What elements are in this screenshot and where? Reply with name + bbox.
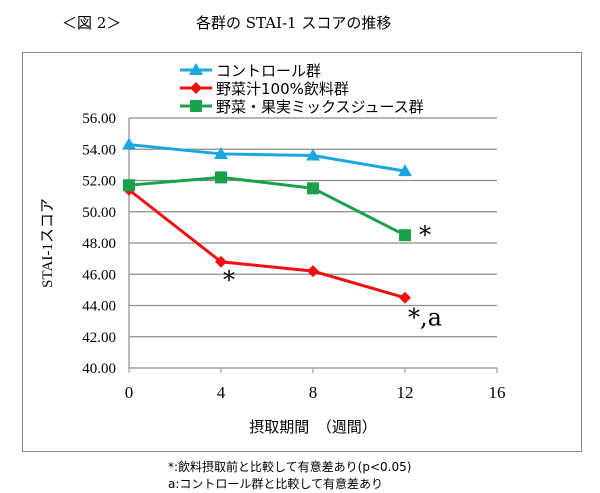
legend-marker-1 — [190, 82, 202, 94]
data-point-0-1 — [214, 146, 228, 159]
significance-annotation: * — [419, 221, 431, 249]
data-point-1-2 — [307, 265, 319, 278]
series-line-2 — [128, 175, 406, 237]
x-tick-label: 16 — [489, 383, 506, 402]
data-point-0-3 — [398, 164, 412, 177]
legend-marker-0 — [189, 63, 203, 75]
y-tick-label: 48.00 — [82, 236, 116, 252]
y-tick-label: 52.00 — [82, 174, 116, 190]
y-axis-label: STAI-1スコア — [40, 198, 56, 288]
legend-label-1: 野菜汁100%飲料群 — [216, 80, 349, 98]
x-tick-label: 4 — [217, 383, 226, 402]
y-tick-label: 40.00 — [82, 361, 116, 377]
y-tick-label: 44.00 — [82, 299, 116, 315]
data-point-1-1 — [215, 255, 227, 268]
data-point-0-0 — [122, 137, 136, 150]
y-tick-label: 54.00 — [82, 142, 116, 158]
chart-frame — [22, 52, 582, 452]
legend-marker-2 — [190, 100, 202, 112]
data-point-2-1 — [215, 171, 227, 184]
significance-annotation: * — [223, 266, 235, 294]
legend-label-0: コントロール群 — [216, 62, 321, 80]
y-tick-label: 50.00 — [82, 205, 116, 221]
data-point-2-0 — [123, 179, 135, 192]
series-line-1 — [128, 188, 406, 300]
data-point-0-2 — [306, 148, 320, 161]
figure-label: ＜図 2＞ — [62, 14, 122, 32]
x-tick-label: 0 — [125, 383, 134, 402]
series-line-0 — [128, 143, 406, 173]
y-tick-label: 56.00 — [82, 111, 116, 127]
data-point-2-2 — [307, 182, 319, 195]
data-point-1-3 — [399, 291, 411, 304]
note-vs-control: a:コントロール群と比較して有意差あり — [168, 477, 384, 491]
x-tick-label: 12 — [397, 383, 414, 402]
data-point-2-3 — [399, 229, 411, 242]
x-axis-label: 摂取期間 （週間） — [249, 418, 377, 436]
chart-title: 各群の STAI-1 スコアの推移 — [196, 14, 392, 32]
x-tick-label: 8 — [309, 383, 318, 402]
legend-label-2: 野菜・果実ミックスジュース群 — [216, 98, 424, 116]
note-significance: *:飲料摂取前と比較して有意差あり(p<0.05) — [168, 460, 412, 474]
y-tick-label: 46.00 — [82, 267, 116, 283]
y-tick-label: 42.00 — [82, 330, 116, 346]
significance-annotation: *,a — [408, 304, 442, 332]
